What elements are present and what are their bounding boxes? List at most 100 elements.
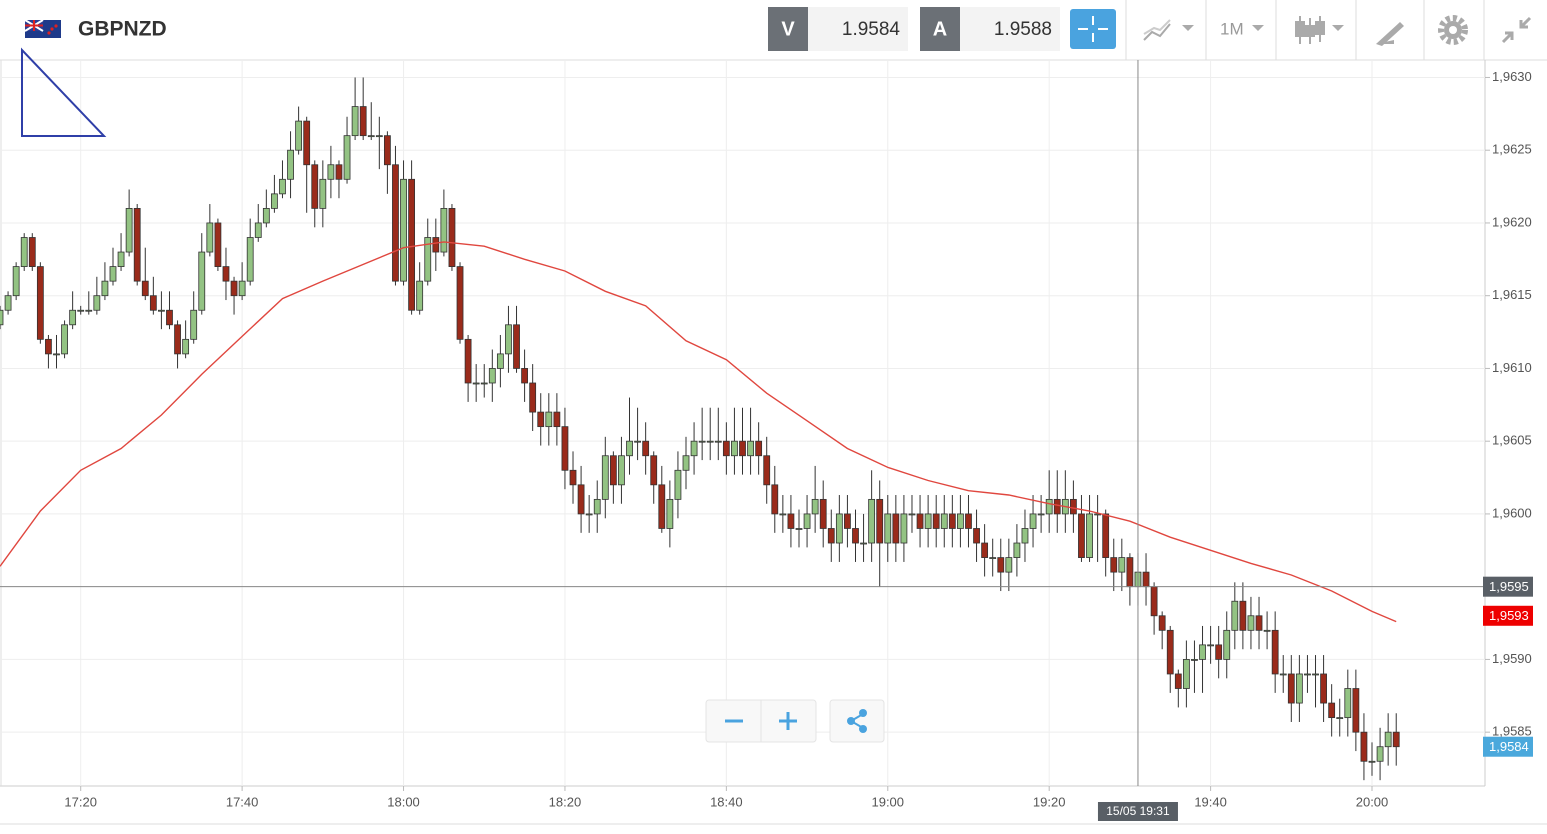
candle-body	[642, 440, 650, 457]
candle-body	[1312, 673, 1319, 676]
candle-body	[860, 542, 867, 545]
candle-body	[852, 528, 859, 544]
moving-average-line	[0, 241, 1397, 623]
candle-body	[303, 120, 311, 166]
candle-body	[585, 513, 593, 516]
candle-body	[1078, 513, 1085, 558]
candle-body	[835, 513, 843, 544]
candle-body	[93, 295, 101, 311]
crosshair-time-label: 15/05 19:31	[1106, 804, 1170, 818]
candle-body	[1142, 571, 1150, 588]
candle-body	[529, 382, 537, 413]
candle-body	[1360, 731, 1368, 762]
candle-body	[626, 440, 633, 457]
candle-body	[472, 382, 480, 385]
timeframe: 1M	[1220, 19, 1244, 38]
candle-body	[432, 237, 440, 253]
candle-body	[1231, 600, 1239, 631]
candle-body	[973, 528, 980, 544]
candle-body	[238, 280, 246, 297]
candle-body	[20, 237, 28, 267]
candle-body	[408, 178, 416, 311]
candle-body	[1037, 513, 1045, 516]
symbol: GBPNZD	[78, 18, 167, 41]
candle-body	[1069, 498, 1077, 515]
candle-body	[884, 513, 892, 544]
candle-body	[12, 266, 20, 297]
x-tick-label: 19:40	[1194, 794, 1227, 809]
triangle-drawing[interactable]	[21, 47, 107, 137]
candle-body	[593, 498, 601, 515]
candle-body	[1166, 629, 1174, 675]
x-tick-label: 18:40	[710, 794, 743, 809]
candle-body	[496, 353, 504, 369]
candle-body	[456, 266, 464, 340]
x-tick-label: 19:00	[871, 794, 904, 809]
candle-body	[569, 469, 577, 486]
y-tick-label: 1,9600	[1492, 505, 1532, 520]
candle-body	[682, 455, 690, 471]
timeframe-button[interactable]: 1M	[1220, 19, 1264, 38]
candle-body	[77, 309, 85, 312]
last-price-label: 1,9584	[1489, 739, 1529, 754]
candle-body	[690, 440, 698, 457]
candle-body	[133, 208, 141, 282]
candle-body	[287, 149, 294, 180]
ask-price: 1.9588	[994, 19, 1052, 40]
candle-body	[1287, 673, 1295, 704]
crosshair-button[interactable]	[1070, 9, 1116, 49]
candle-body	[779, 513, 787, 516]
share-button[interactable]	[829, 699, 885, 743]
candle-type-button[interactable]	[1295, 16, 1344, 44]
candle-body	[1255, 615, 1263, 631]
candle-body	[392, 164, 399, 282]
collapse-button[interactable]	[1501, 16, 1532, 44]
candle-body	[609, 455, 617, 486]
candle-body	[1199, 644, 1206, 660]
candle-body	[553, 411, 561, 428]
candle-body	[505, 324, 512, 355]
candle-body	[351, 106, 359, 137]
candle-body	[989, 557, 997, 559]
candle-body	[141, 280, 149, 297]
candle-body	[755, 440, 763, 457]
candle-body	[577, 484, 585, 515]
candle-body	[634, 440, 641, 443]
candle-body	[666, 498, 674, 529]
candle-body	[375, 135, 383, 138]
candle-body	[1045, 498, 1053, 515]
candle-body	[924, 513, 932, 529]
draw-tools-button[interactable]	[1376, 22, 1404, 46]
candle-body	[1344, 688, 1352, 719]
candle-body	[335, 164, 343, 180]
candle-body	[214, 222, 222, 267]
grid: 1,9585 1,9590 1,9595 1,9600 1,9605 1,9610 1,96…	[0, 60, 1532, 809]
candle-body	[1126, 557, 1134, 588]
candle-body	[1005, 557, 1013, 573]
ask-button[interactable]	[920, 7, 960, 51]
candle-body	[997, 557, 1005, 573]
candle-body	[45, 338, 52, 355]
last-price-badge	[1483, 736, 1533, 757]
candle-body	[892, 513, 900, 544]
candle-body	[1086, 513, 1093, 558]
candle-body	[149, 295, 157, 311]
chart-style-button[interactable]	[1143, 19, 1194, 41]
y-tick-label: 1,9625	[1492, 142, 1532, 157]
candle-body	[513, 324, 520, 369]
settings-button[interactable]	[1438, 15, 1468, 45]
candle-body	[1158, 615, 1166, 631]
plot	[0, 77, 1400, 781]
candle-body	[480, 382, 488, 385]
moving-average-value-label: 1,9593	[1489, 608, 1529, 623]
bid-button[interactable]	[768, 7, 808, 51]
candle-body	[747, 440, 754, 457]
candle-body	[827, 528, 835, 544]
candle-body	[957, 513, 964, 529]
candle-body	[0, 309, 4, 326]
candle-body	[811, 498, 819, 515]
candle-body	[174, 324, 181, 355]
ask-box	[960, 7, 1060, 51]
